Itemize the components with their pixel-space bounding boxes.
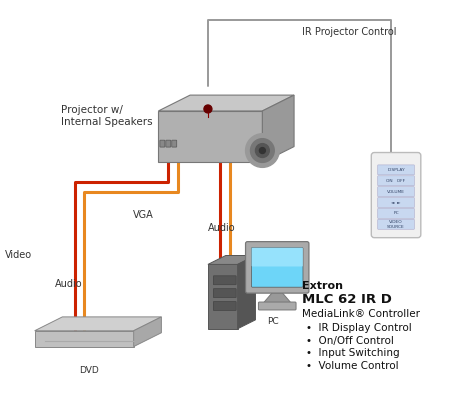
FancyBboxPatch shape xyxy=(245,242,309,293)
Polygon shape xyxy=(208,256,255,264)
Circle shape xyxy=(245,134,279,167)
Polygon shape xyxy=(262,95,294,162)
Text: PC: PC xyxy=(393,211,399,215)
FancyBboxPatch shape xyxy=(252,247,303,287)
Polygon shape xyxy=(35,331,133,346)
Text: Video: Video xyxy=(5,249,32,259)
Text: •  On/Off Control: • On/Off Control xyxy=(306,336,394,346)
Circle shape xyxy=(255,143,269,157)
Polygon shape xyxy=(35,317,161,331)
FancyBboxPatch shape xyxy=(213,302,236,310)
Circle shape xyxy=(204,105,212,113)
Text: Extron: Extron xyxy=(302,281,343,291)
Polygon shape xyxy=(133,317,161,346)
Text: DISPLAY: DISPLAY xyxy=(387,168,405,172)
FancyBboxPatch shape xyxy=(378,165,414,175)
Text: Audio: Audio xyxy=(208,223,235,233)
Text: Projector w/
Internal Speakers: Projector w/ Internal Speakers xyxy=(61,105,153,127)
FancyBboxPatch shape xyxy=(378,176,414,186)
Text: ◄  ►: ◄ ► xyxy=(391,201,401,205)
FancyBboxPatch shape xyxy=(258,302,296,310)
FancyBboxPatch shape xyxy=(378,187,414,196)
Text: •  Input Switching: • Input Switching xyxy=(306,349,400,358)
Text: MLC 62 IR D: MLC 62 IR D xyxy=(302,293,392,306)
Text: VIDEO
SOURCE: VIDEO SOURCE xyxy=(387,220,405,229)
FancyBboxPatch shape xyxy=(160,140,165,147)
Text: DVD: DVD xyxy=(79,366,99,375)
Text: •  Volume Control: • Volume Control xyxy=(306,361,399,372)
Circle shape xyxy=(250,139,274,162)
Text: Audio: Audio xyxy=(55,279,82,289)
FancyBboxPatch shape xyxy=(213,289,236,298)
FancyBboxPatch shape xyxy=(252,247,303,266)
FancyBboxPatch shape xyxy=(378,198,414,208)
Text: PC: PC xyxy=(267,317,279,326)
FancyBboxPatch shape xyxy=(378,208,414,218)
Text: VOLUME: VOLUME xyxy=(387,189,405,194)
FancyBboxPatch shape xyxy=(172,140,177,147)
Polygon shape xyxy=(158,111,262,162)
Polygon shape xyxy=(238,256,255,329)
Text: VGA: VGA xyxy=(133,210,153,220)
FancyBboxPatch shape xyxy=(166,140,171,147)
Polygon shape xyxy=(158,95,294,111)
FancyBboxPatch shape xyxy=(213,276,236,285)
Text: •  IR Display Control: • IR Display Control xyxy=(306,323,412,333)
Polygon shape xyxy=(263,289,291,303)
Polygon shape xyxy=(208,264,238,329)
Text: IR Projector Control: IR Projector Control xyxy=(302,27,396,37)
Text: MediaLink® Controller: MediaLink® Controller xyxy=(302,309,420,319)
Text: ON   OFF: ON OFF xyxy=(387,179,405,183)
FancyBboxPatch shape xyxy=(378,219,414,229)
Circle shape xyxy=(259,148,265,154)
FancyBboxPatch shape xyxy=(371,152,421,238)
